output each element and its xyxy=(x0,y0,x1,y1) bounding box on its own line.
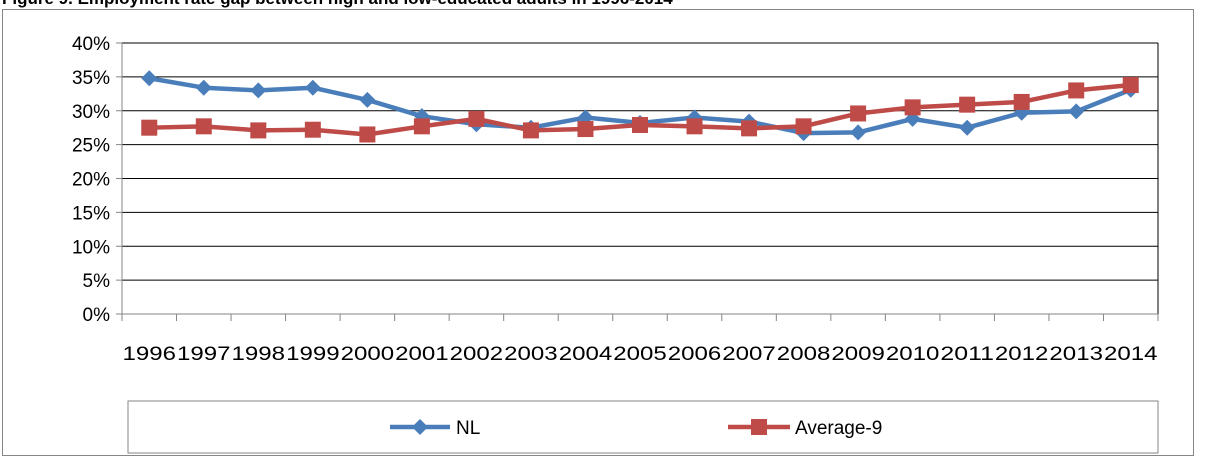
data-point-average-9 xyxy=(741,120,758,137)
x-tick-label: 1999 xyxy=(286,344,340,365)
y-tick-label: 25% xyxy=(72,136,110,157)
data-point-nl xyxy=(1068,103,1085,120)
data-point-nl xyxy=(359,91,376,108)
series-average-9 xyxy=(141,77,1139,143)
x-tick-label: 2014 xyxy=(1104,344,1158,365)
data-point-average-9 xyxy=(686,118,703,135)
legend-item-nl: NL xyxy=(390,418,480,439)
x-tick-label: 2007 xyxy=(722,344,776,365)
x-tick-label: 2000 xyxy=(341,344,395,365)
data-point-average-9 xyxy=(522,122,539,139)
data-point-average-9 xyxy=(1068,82,1085,99)
legend-label-nl: NL xyxy=(456,418,480,439)
legend xyxy=(127,400,1159,454)
legend-marker-average-9 xyxy=(751,419,767,435)
x-tick-label: 2002 xyxy=(450,344,504,365)
figure-caption-strip: Figure 9. Employment rate gap between hi… xyxy=(0,0,1206,8)
data-point-nl xyxy=(850,124,867,141)
data-point-average-9 xyxy=(304,121,321,138)
x-tick-label: 2013 xyxy=(1049,344,1103,365)
y-tick-label: 5% xyxy=(83,271,111,292)
data-point-nl xyxy=(195,79,212,96)
data-point-average-9 xyxy=(577,121,594,138)
data-point-nl xyxy=(250,82,267,99)
x-tick-label: 2003 xyxy=(504,344,558,365)
data-point-average-9 xyxy=(1122,77,1139,94)
x-tick-label: 2009 xyxy=(831,344,885,365)
data-point-average-9 xyxy=(959,96,976,113)
data-point-average-9 xyxy=(850,105,867,122)
x-tick-label: 2012 xyxy=(995,344,1049,365)
data-point-nl xyxy=(304,79,321,96)
x-tick-label: 2005 xyxy=(613,344,667,365)
data-point-average-9 xyxy=(250,122,267,139)
x-tick-label: 1997 xyxy=(177,344,231,365)
x-tick-label: 2001 xyxy=(395,344,449,365)
data-point-average-9 xyxy=(904,99,921,116)
y-tick-label: 15% xyxy=(72,203,110,224)
y-tick-label: 10% xyxy=(72,237,110,258)
data-point-average-9 xyxy=(1013,93,1030,110)
data-point-average-9 xyxy=(195,118,212,135)
data-point-average-9 xyxy=(359,126,376,143)
legend-marker-nl xyxy=(412,419,428,435)
x-tick-label: 2010 xyxy=(886,344,940,365)
legend-label-average-9: Average-9 xyxy=(795,418,882,439)
data-point-average-9 xyxy=(632,116,648,133)
x-tick-label: 2004 xyxy=(559,344,613,365)
x-tick-label: 1996 xyxy=(123,344,177,365)
data-point-average-9 xyxy=(795,118,812,135)
x-tick-label: 1998 xyxy=(232,344,286,365)
y-tick-label: 40% xyxy=(72,34,110,55)
data-point-average-9 xyxy=(468,110,485,127)
legend-item-average-9: Average-9 xyxy=(728,418,882,439)
x-tick-label: 2006 xyxy=(668,344,722,365)
data-point-nl xyxy=(959,119,976,136)
data-point-average-9 xyxy=(141,119,158,136)
figure-caption: Figure 9. Employment rate gap between hi… xyxy=(2,0,673,8)
x-tick-label: 2011 xyxy=(940,344,994,365)
data-point-average-9 xyxy=(413,118,430,135)
y-tick-label: 30% xyxy=(72,102,110,123)
y-tick-label: 35% xyxy=(72,68,110,89)
data-point-nl xyxy=(141,70,158,87)
y-tick-label: 20% xyxy=(72,170,110,191)
y-tick-label: 0% xyxy=(83,305,111,326)
x-tick-label: 2008 xyxy=(777,344,831,365)
